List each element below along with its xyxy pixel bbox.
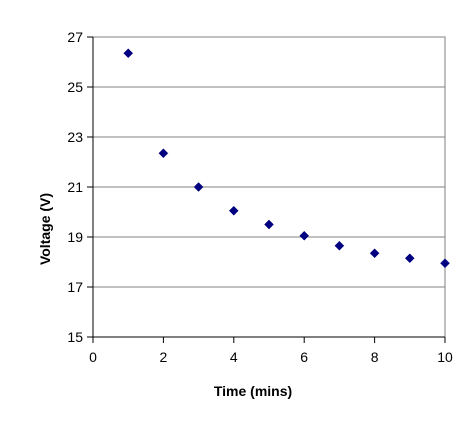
- x-axis-title: Time (mins): [214, 383, 292, 399]
- data-point: [264, 219, 274, 230]
- x-axis-ticks: 0 2 4 6 8 10: [89, 337, 453, 365]
- y-tick-label: 15: [67, 329, 83, 345]
- y-tick-label: 21: [67, 179, 83, 195]
- x-tick-label: 10: [437, 349, 453, 365]
- grid-lines: [93, 86, 445, 288]
- y-tick-label: 17: [67, 279, 83, 295]
- data-point: [158, 148, 169, 159]
- x-tick-label: 4: [230, 349, 238, 365]
- y-axis-title: Voltage (V): [37, 193, 53, 265]
- data-point: [440, 258, 450, 269]
- data-point: [228, 205, 239, 216]
- data-point: [299, 230, 310, 241]
- data-point: [193, 182, 204, 192]
- data-point: [334, 240, 345, 251]
- data-points: [123, 48, 450, 269]
- y-tick-label: 23: [67, 129, 83, 145]
- x-tick-label: 8: [371, 349, 379, 365]
- x-tick-label: 0: [89, 349, 97, 365]
- y-tick-label: 19: [67, 229, 83, 245]
- data-point: [369, 248, 380, 259]
- data-point: [123, 48, 134, 59]
- y-axis-ticks: 15 17 19 21 23 25 27: [67, 29, 93, 345]
- x-tick-label: 6: [300, 349, 308, 365]
- data-point: [404, 253, 415, 264]
- y-tick-label: 25: [67, 79, 83, 95]
- y-tick-label: 27: [67, 29, 83, 45]
- x-tick-label: 2: [160, 349, 168, 365]
